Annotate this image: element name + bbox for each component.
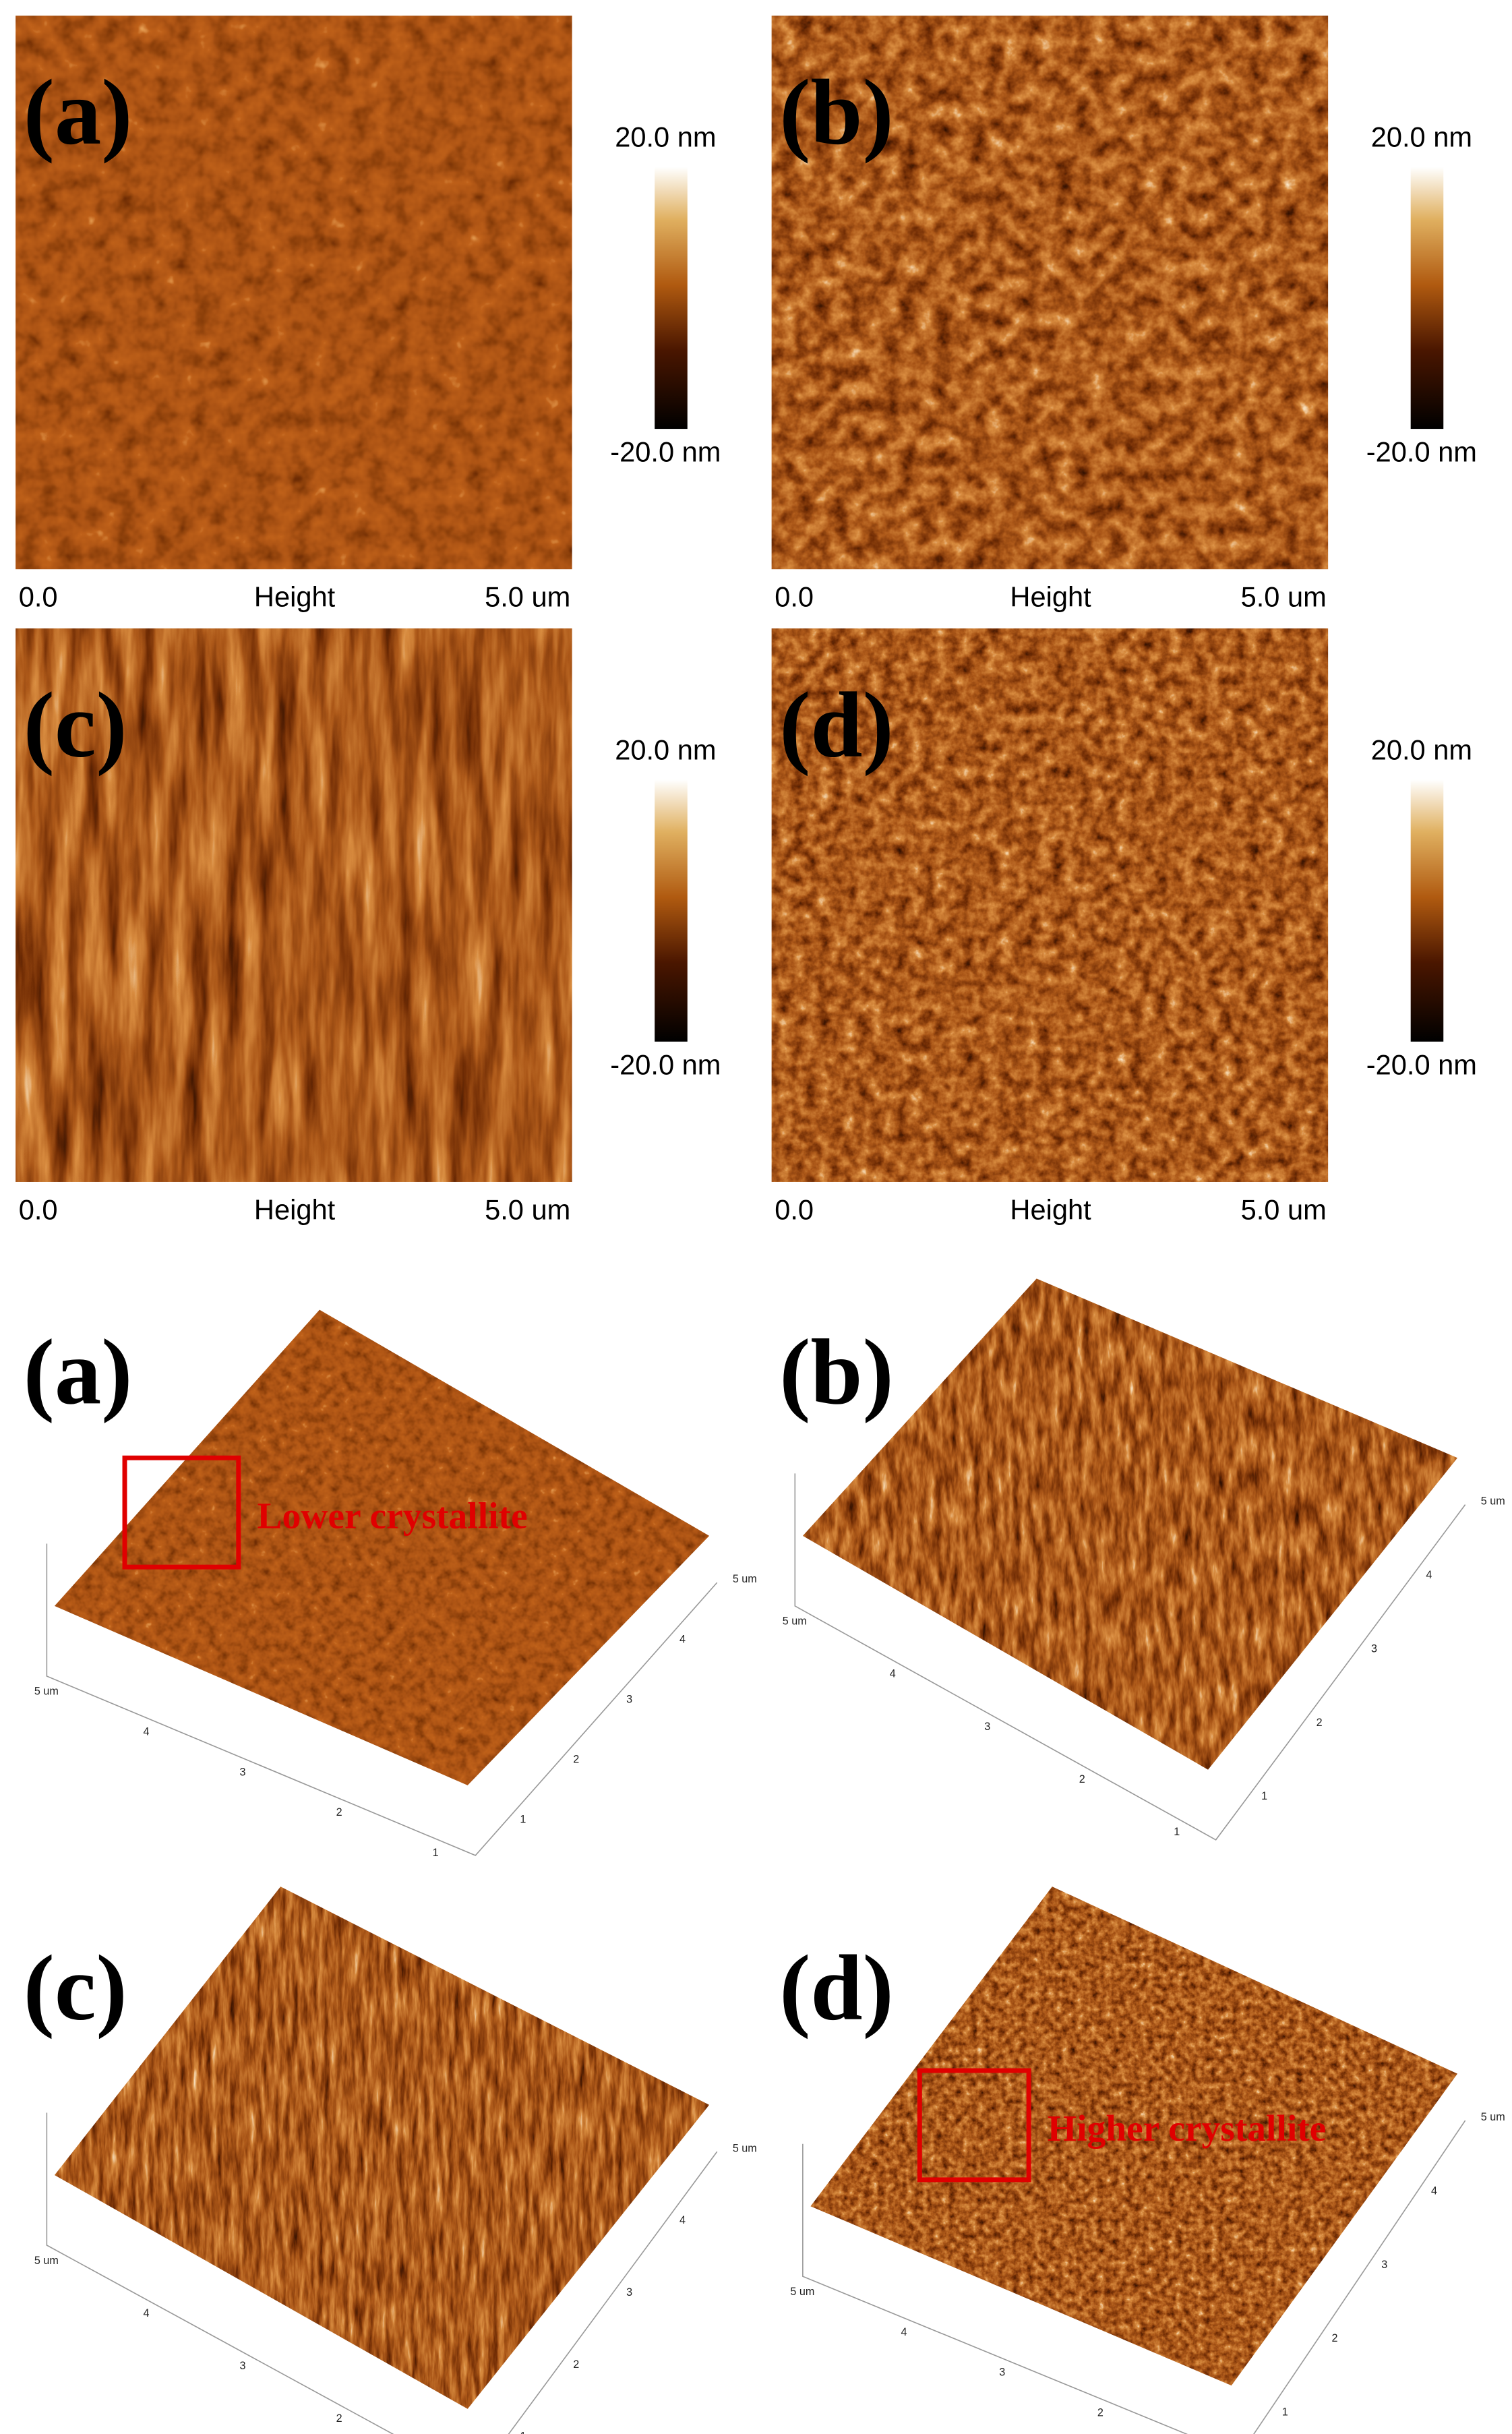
axis-tick-label: 3 xyxy=(999,2367,1005,2379)
afm-image xyxy=(771,16,1329,570)
highlight-box xyxy=(917,2068,1031,2183)
axis-tick-label: 2 xyxy=(336,1806,342,1818)
axis-tick-label: 4 xyxy=(143,2307,149,2319)
x-end: 5.0 um xyxy=(485,581,570,613)
colorbar xyxy=(655,779,688,1042)
axis-tick-label: 5 um xyxy=(783,1615,807,1628)
axis-tick-label: 2 xyxy=(1079,1773,1085,1785)
axis-tick-label: 1 xyxy=(1174,1826,1180,1838)
colorbar xyxy=(1410,167,1444,429)
colorbar-min: -20.0 nm xyxy=(610,1048,721,1080)
axis-tick-label: 1 xyxy=(1282,2406,1288,2418)
axis-tick-label: 5 um xyxy=(34,2255,59,2267)
axis-frame xyxy=(802,2120,1466,2434)
axis-frame xyxy=(794,1473,1466,1841)
colorbar-max: 20.0 nm xyxy=(1371,121,1472,153)
axis-tick-label: 3 xyxy=(240,2360,246,2372)
colorbar-min: -20.0 nm xyxy=(1366,436,1477,468)
axis-tick-label: 2 xyxy=(573,1753,579,1765)
afm-surface xyxy=(810,1887,1458,2386)
axis-tick-label: 3 xyxy=(626,1693,632,1705)
axis-tick-label: 5 um xyxy=(790,2286,814,2298)
highlight-box xyxy=(122,1455,241,1570)
colorbar-min: -20.0 nm xyxy=(1366,1048,1477,1080)
axis-tick-label: 3 xyxy=(984,1721,990,1733)
panel-label: (d) xyxy=(779,674,894,777)
x-title: Height xyxy=(254,1193,336,1225)
x-end: 5.0 um xyxy=(1241,581,1327,613)
axis-frame xyxy=(46,2112,718,2434)
x-end: 5.0 um xyxy=(1241,1193,1327,1225)
colorbar-min: -20.0 nm xyxy=(610,436,721,468)
afm-surface xyxy=(54,1309,710,1785)
axis-tick-label: 2 xyxy=(1097,2407,1103,2419)
panel-label: (c) xyxy=(24,674,127,777)
x-start: 0.0 xyxy=(19,1193,58,1225)
colorbar-max: 20.0 nm xyxy=(1371,734,1472,765)
panel-label: (c) xyxy=(24,1936,127,2040)
axis-tick-label: 1 xyxy=(520,2431,526,2434)
panel-label: (b) xyxy=(779,1320,894,1424)
panel-label: (a) xyxy=(24,61,133,165)
axis-tick-label: 3 xyxy=(1381,2259,1387,2271)
axis-tick-label: 4 xyxy=(1426,1569,1432,1581)
x-title: Height xyxy=(1010,581,1091,613)
axis-tick-label: 2 xyxy=(1331,2332,1337,2344)
colorbar-max: 20.0 nm xyxy=(615,734,716,765)
axis-tick-label: 2 xyxy=(1317,1717,1323,1729)
colorbar-max: 20.0 nm xyxy=(615,121,716,153)
axis-tick-label: 4 xyxy=(890,1668,896,1680)
x-title: Height xyxy=(254,581,336,613)
axis-tick-label: 1 xyxy=(520,1813,526,1825)
axis-tick-label: 4 xyxy=(143,1726,149,1738)
axis-tick-label: 4 xyxy=(679,1633,686,1645)
afm-surface xyxy=(802,1278,1458,1770)
x-end: 5.0 um xyxy=(485,1193,570,1225)
panel-label: (d) xyxy=(779,1936,894,2040)
x-start: 0.0 xyxy=(775,581,814,613)
axis-tick-label: 2 xyxy=(573,2358,579,2371)
afm-image xyxy=(16,628,572,1182)
colorbar xyxy=(655,167,688,429)
colorbar xyxy=(1410,779,1444,1042)
axis-tick-label: 5 um xyxy=(1481,1495,1505,1508)
x-start: 0.0 xyxy=(775,1193,814,1225)
axis-frame xyxy=(46,1543,718,1856)
axis-tick-label: 5 um xyxy=(1481,2111,1505,2123)
x-start: 0.0 xyxy=(19,581,58,613)
axis-tick-label: 2 xyxy=(336,2412,342,2425)
afm-image xyxy=(16,16,572,570)
axis-tick-label: 3 xyxy=(1371,1642,1377,1655)
axis-tick-label: 5 um xyxy=(34,1686,59,1698)
axis-tick-label: 5 um xyxy=(733,1573,757,1585)
panel-label: (b) xyxy=(779,61,894,165)
axis-tick-label: 4 xyxy=(679,2214,686,2226)
annotation: Higher crystallite xyxy=(1048,2108,1326,2149)
afm-image xyxy=(771,628,1329,1182)
afm-surface xyxy=(54,1887,710,2409)
axis-tick-label: 1 xyxy=(433,1847,439,1859)
axis-tick-label: 3 xyxy=(626,2286,632,2298)
axis-tick-label: 1 xyxy=(1261,1790,1267,1802)
axis-tick-label: 3 xyxy=(240,1766,246,1778)
axis-tick-label: 5 um xyxy=(733,2142,757,2154)
axis-tick-label: 4 xyxy=(901,2326,907,2338)
axis-tick-label: 4 xyxy=(1431,2185,1437,2197)
annotation: Lower crystallite xyxy=(258,1495,528,1537)
x-title: Height xyxy=(1010,1193,1091,1225)
panel-label: (a) xyxy=(24,1320,133,1424)
